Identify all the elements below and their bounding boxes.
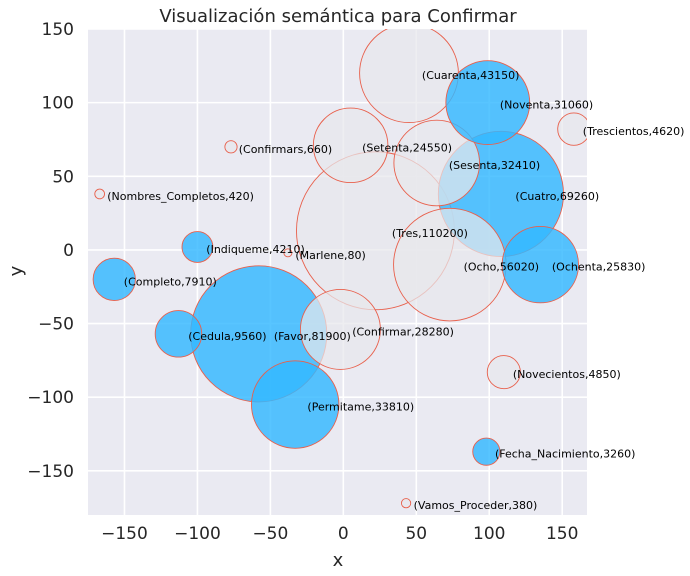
bubble — [251, 360, 340, 449]
bubble — [299, 288, 381, 370]
x-tick-label: −100 — [174, 524, 221, 544]
bubble-label: (Tres,110200) — [392, 227, 468, 240]
bubble — [557, 112, 587, 146]
bubble — [486, 355, 521, 390]
y-tick-label: −50 — [38, 315, 74, 335]
bubble — [312, 107, 389, 184]
y-tick-label: 100 — [42, 94, 74, 114]
x-tick-label: −50 — [252, 524, 288, 544]
x-tick-label: 0 — [338, 524, 349, 544]
bubble-label: (Trescientos,4620) — [583, 125, 685, 138]
y-tick-label: −150 — [27, 462, 74, 482]
bubble — [224, 140, 238, 154]
bubble — [472, 437, 501, 466]
bubbles — [92, 29, 587, 509]
bubble-label: (Ochenta,25830) — [552, 261, 646, 274]
y-axis-label: y — [6, 265, 27, 276]
bubble-labels: (Favor,81900) (Permitame,33810) (Cuatro,69… — [107, 69, 684, 512]
x-tick-labels: −150 −100 −50 0 50 100 150 — [101, 524, 578, 544]
bubble — [283, 248, 293, 258]
bubble — [501, 225, 579, 304]
bubble-label: (Indiqueme,4210) — [206, 243, 305, 256]
bubble — [154, 310, 203, 358]
y-tick-label: 50 — [52, 167, 74, 187]
bubble-label: (Favor,81900) — [274, 330, 351, 343]
bubble-label: (Permitame,33810) — [307, 401, 414, 414]
bubble-label: (Completo,7910) — [124, 275, 217, 288]
y-tick-label: 150 — [42, 20, 74, 40]
bubble — [92, 257, 136, 301]
bubble-label: (Nombres_Completos,420) — [107, 190, 254, 203]
y-tick-label: 0 — [63, 241, 74, 261]
x-tick-label: 100 — [473, 524, 505, 544]
bubble-label: (Confirmar,28280) — [352, 325, 454, 338]
chart-title: Visualización semántica para Confirmar — [159, 6, 517, 27]
x-tick-label: 150 — [546, 524, 578, 544]
x-axis-label: x — [333, 550, 344, 571]
bubble-label: (Sesenta,32410) — [449, 159, 540, 172]
bubble-label: (Cuarenta,43150) — [422, 69, 520, 82]
bubble — [94, 188, 105, 200]
bubble — [445, 60, 531, 146]
x-tick-label: −150 — [101, 524, 148, 544]
bubble — [400, 498, 412, 509]
bubble-label: (Ocho,56020) — [464, 261, 539, 274]
bubble-label: (Cuatro,69260) — [515, 190, 599, 203]
bubble-label: (Noventa,31060) — [500, 99, 593, 112]
bubble-label: (Confirmars,660) — [239, 143, 332, 156]
bubble-label: (Cedula,9560) — [188, 330, 266, 343]
bubble — [181, 231, 214, 263]
bubble-label: (Marlene,80) — [295, 249, 365, 262]
bubble-label: (Vamos_Proceder,380) — [414, 499, 538, 512]
bubble-label: (Fecha_Nacimiento,3260) — [495, 448, 635, 461]
y-tick-labels: −150 −100 −50 0 50 100 150 — [27, 20, 74, 482]
y-tick-label: −100 — [27, 388, 74, 408]
bubble-label: (Novecientos,4850) — [513, 368, 621, 381]
bubble — [393, 119, 480, 207]
x-tick-label: 50 — [405, 524, 427, 544]
bubble-label: (Setenta,24550) — [362, 141, 452, 154]
